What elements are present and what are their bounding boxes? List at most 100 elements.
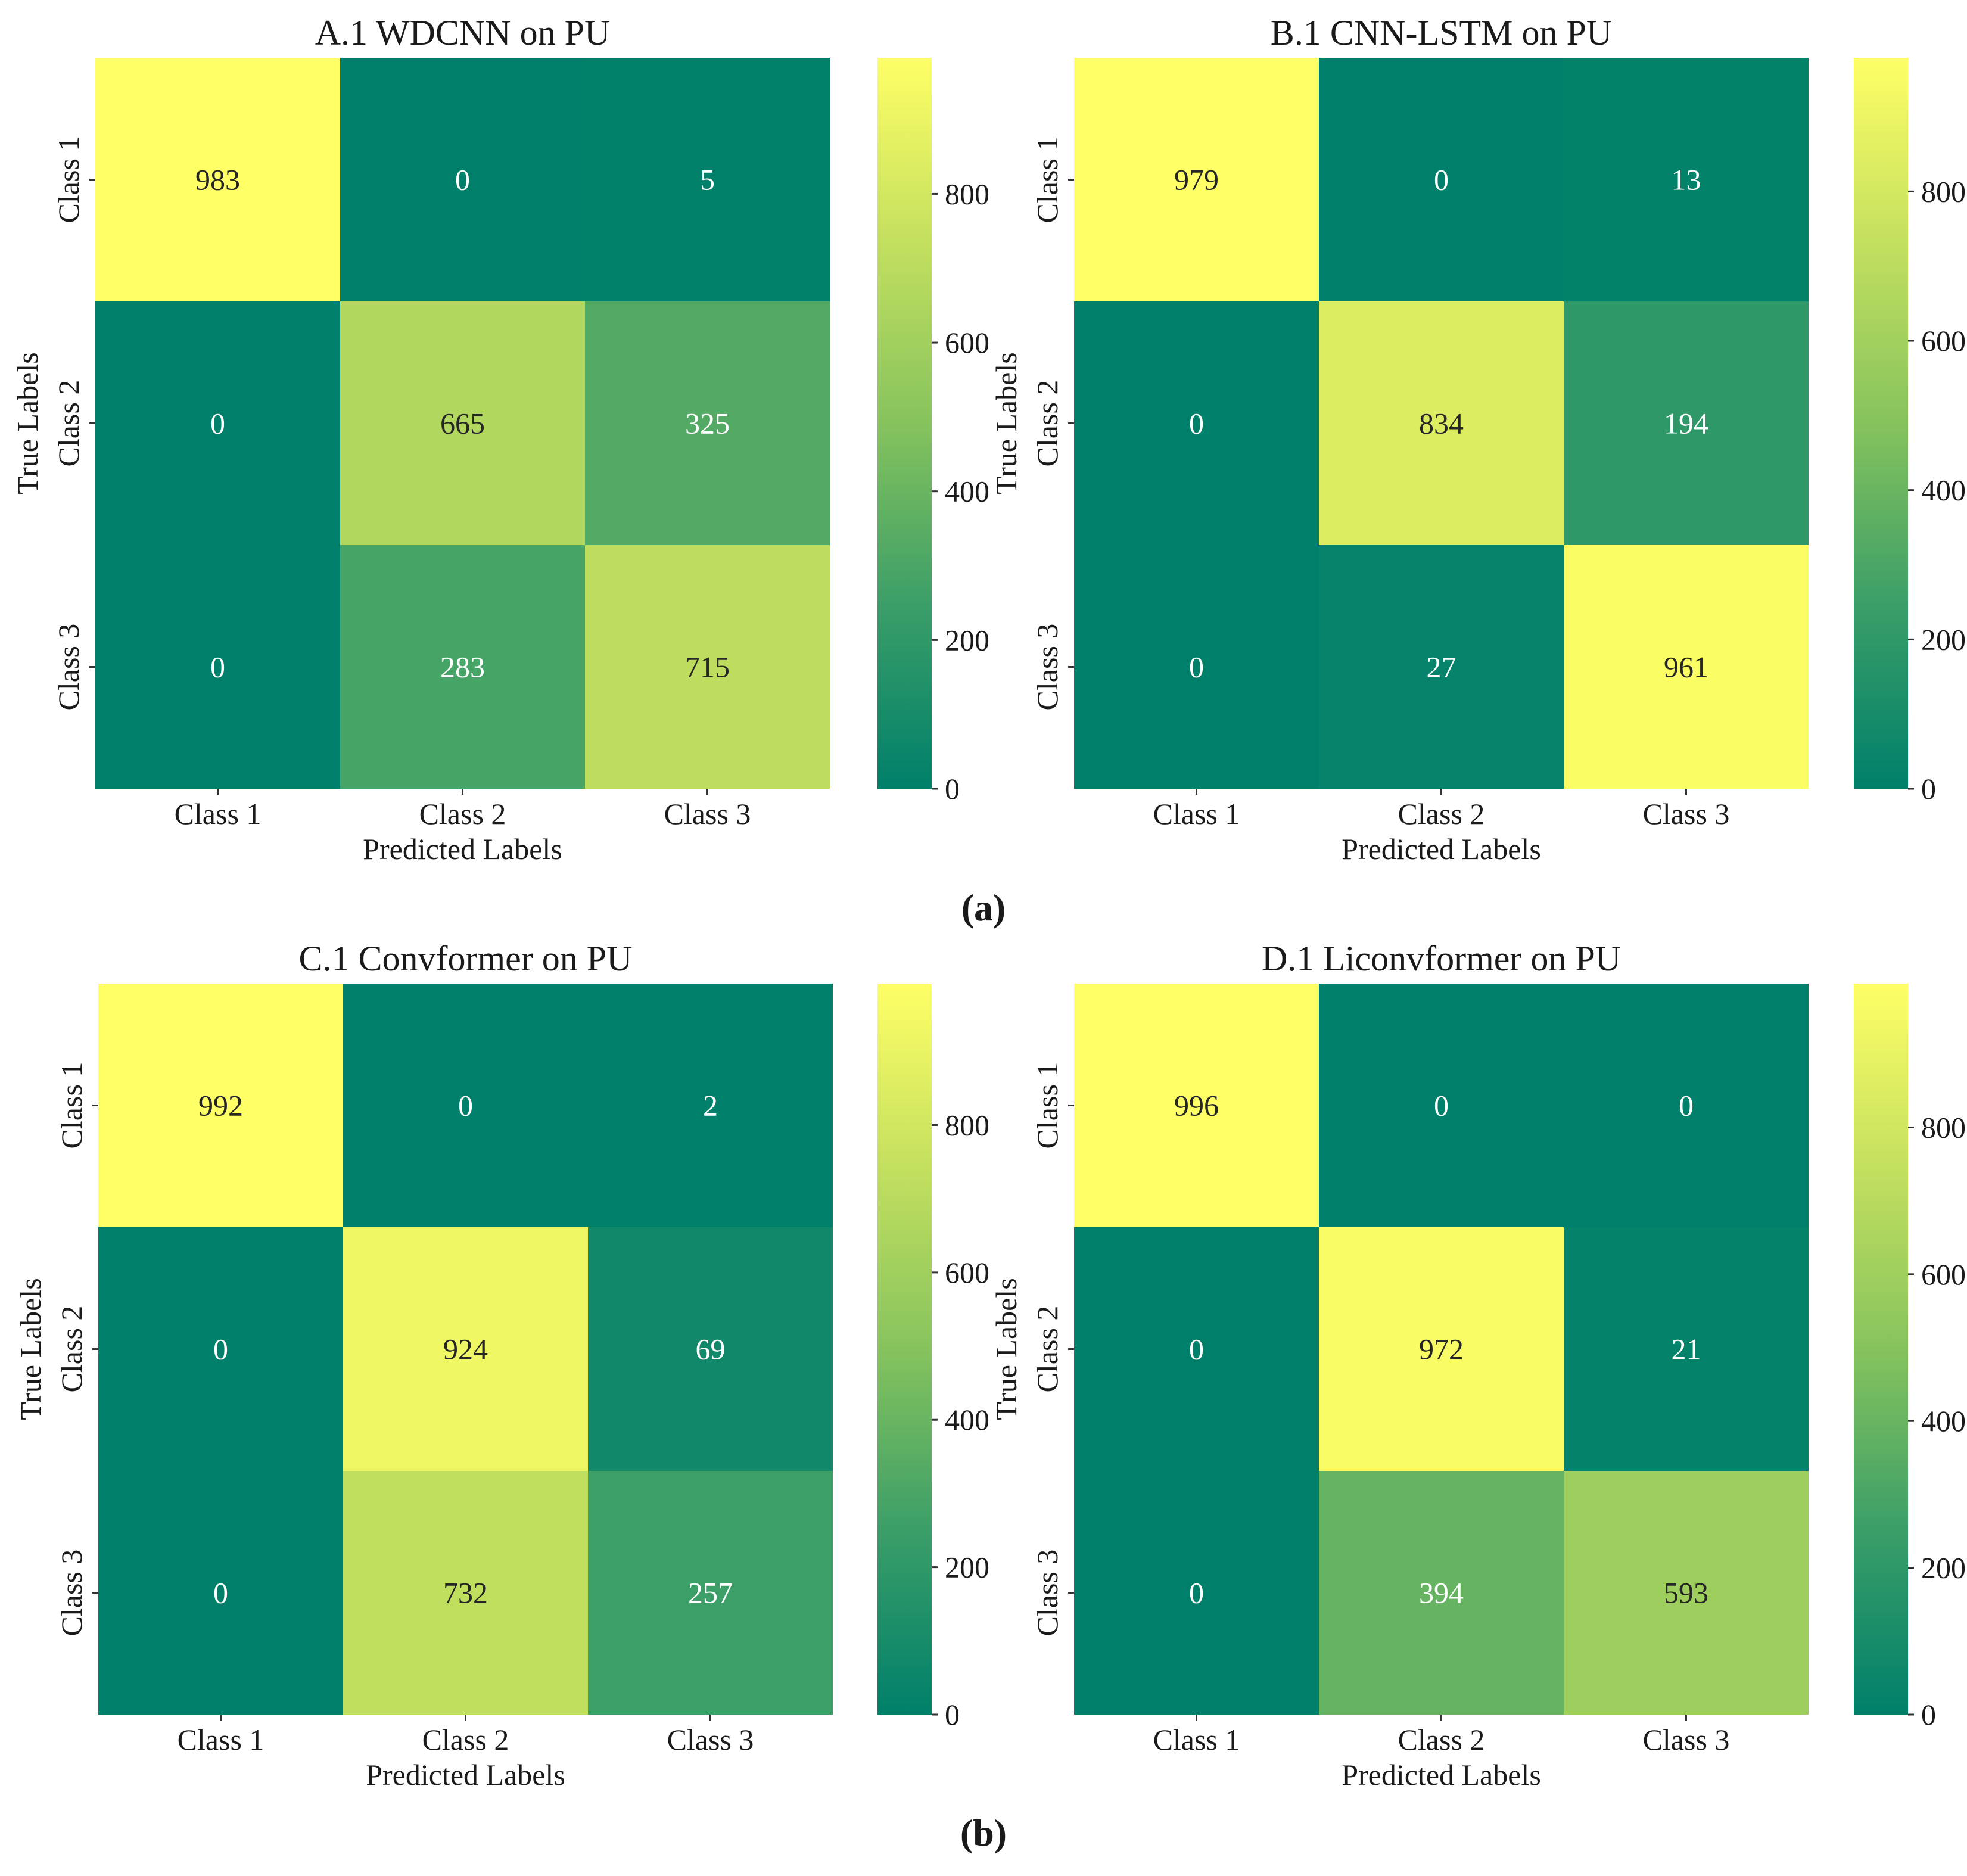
cell-value-label: 0 [213,1576,228,1610]
x-tick-label: Class 3 [1643,797,1730,830]
cell-value-label: 194 [1664,407,1708,440]
y-tick-label: Class 2 [1031,1306,1064,1393]
colorbar-tick-label: 0 [1921,772,1936,805]
heatmap-cell [95,301,340,545]
y-tick-label: Class 2 [55,1306,88,1393]
cell-value-label: 593 [1664,1576,1708,1610]
heatmap-cell [343,1227,588,1471]
heatmap-cell [340,545,585,789]
x-tick-label: Class 1 [1153,797,1240,830]
heatmap-cell [1319,301,1564,545]
x-tick-label: Class 3 [664,797,751,830]
cell-value-label: 983 [195,163,240,197]
x-tick-label: Class 1 [1153,1723,1240,1756]
y-tick-label: Class 1 [55,1062,88,1149]
heatmap-cell [585,545,830,789]
cell-value-label: 996 [1174,1089,1219,1122]
x-tick-label: Class 2 [1398,1723,1485,1756]
cell-value-label: 732 [443,1576,488,1610]
cell-value-label: 0 [1189,1576,1204,1610]
colorbar-tick-label: 600 [1921,1258,1966,1291]
panel-label-a: (a) [961,886,1006,929]
chart-title: C.1 Convformer on PU [299,939,633,978]
cell-value-label: 924 [443,1333,488,1366]
cell-value-label: 0 [1679,1089,1694,1122]
y-tick-label: Class 2 [1031,380,1064,467]
colorbar-tick-label: 200 [1921,1551,1966,1585]
heatmap-cell [1564,1227,1809,1471]
colorbar-tick-label: 400 [945,475,989,508]
y-axis-label: True Labels [14,1278,47,1420]
colorbar-tick-label: 0 [945,772,960,805]
heatmap-cell [1564,984,1809,1227]
y-tick-label: Class 1 [1031,136,1064,223]
colorbar-tick-label: 400 [1921,474,1966,507]
y-tick-label: Class 1 [52,136,85,223]
cell-value-label: 27 [1427,651,1456,684]
heatmap-cell [95,545,340,789]
y-tick-label: Class 2 [52,380,85,467]
colorbar-tick-label: 400 [1921,1404,1966,1438]
colorbar-tick-label: 600 [945,1256,989,1289]
y-axis-label: True Labels [989,352,1023,494]
heatmap-cell [1319,1471,1564,1715]
heatmap-cell [1074,58,1319,301]
heatmap-cell [588,984,833,1227]
heatmap-cell [1319,984,1564,1227]
cell-value-label: 257 [688,1576,733,1610]
y-tick-label: Class 3 [1031,1550,1064,1637]
chart-title: A.1 WDCNN on PU [315,13,611,52]
colorbar-tick-label: 200 [945,1551,989,1584]
cell-value-label: 394 [1419,1576,1464,1610]
cell-value-label: 834 [1419,407,1464,440]
heatmap-cell [1074,301,1319,545]
colorbar-tick-label: 200 [945,623,989,657]
cell-value-label: 0 [1189,1333,1204,1366]
heatmap-cell [1319,1227,1564,1471]
cell-value-label: 0 [1189,407,1204,440]
heatmap-cell [343,1471,588,1715]
x-tick-label: Class 2 [419,797,506,830]
heatmap-cell [585,58,830,301]
x-tick-label: Class 2 [422,1723,509,1756]
panel-label-b: (b) [960,1812,1007,1854]
heatmap-cell [98,1471,343,1715]
y-axis-label: True Labels [989,1278,1023,1420]
heatmap-cell [1074,1471,1319,1715]
heatmap-cell [1564,1471,1809,1715]
colorbar-tick-label: 200 [1921,623,1966,656]
x-tick-label: Class 2 [1398,797,1485,830]
heatmap-cell [585,301,830,545]
x-tick-label: Class 1 [178,1723,264,1756]
x-axis-label: Predicted Labels [366,1758,565,1791]
heatmap-cell [588,1471,833,1715]
colorbar-tick-label: 0 [1921,1698,1936,1731]
x-axis-label: Predicted Labels [363,832,562,866]
heatmap-cell [588,1227,833,1471]
heatmap-cell [1319,58,1564,301]
heatmap-panel-2: B.1 CNN-LSTM on PU 979 0 13 0 834 194 0 27 961 Cla… [989,13,1966,866]
chart-title: B.1 CNN-LSTM on PU [1271,13,1612,52]
colorbar-tick-label: 600 [945,326,989,359]
cell-value-label: 972 [1419,1333,1464,1366]
heatmap-cell [98,984,343,1227]
colorbar [877,58,932,789]
heatmap-cell [340,58,585,301]
cell-value-label: 21 [1672,1333,1701,1366]
colorbar-tick-label: 800 [1921,1110,1966,1144]
cell-value-label: 0 [213,1333,228,1366]
colorbar-tick-label: 400 [945,1403,989,1436]
colorbar-tick-label: 800 [1921,175,1966,208]
cell-value-label: 715 [685,651,730,684]
cell-value-label: 0 [1434,163,1449,197]
cell-value-label: 0 [210,407,225,440]
colorbar-tick-label: 600 [1921,324,1966,357]
x-tick-label: Class 3 [1643,1723,1730,1756]
y-tick-label: Class 3 [52,624,85,711]
cell-value-label: 992 [198,1089,243,1122]
heatmap-cell [1564,545,1809,789]
cell-value-label: 283 [440,651,485,684]
colorbar-tick-label: 0 [945,1698,960,1731]
heatmap-cell [1074,1227,1319,1471]
